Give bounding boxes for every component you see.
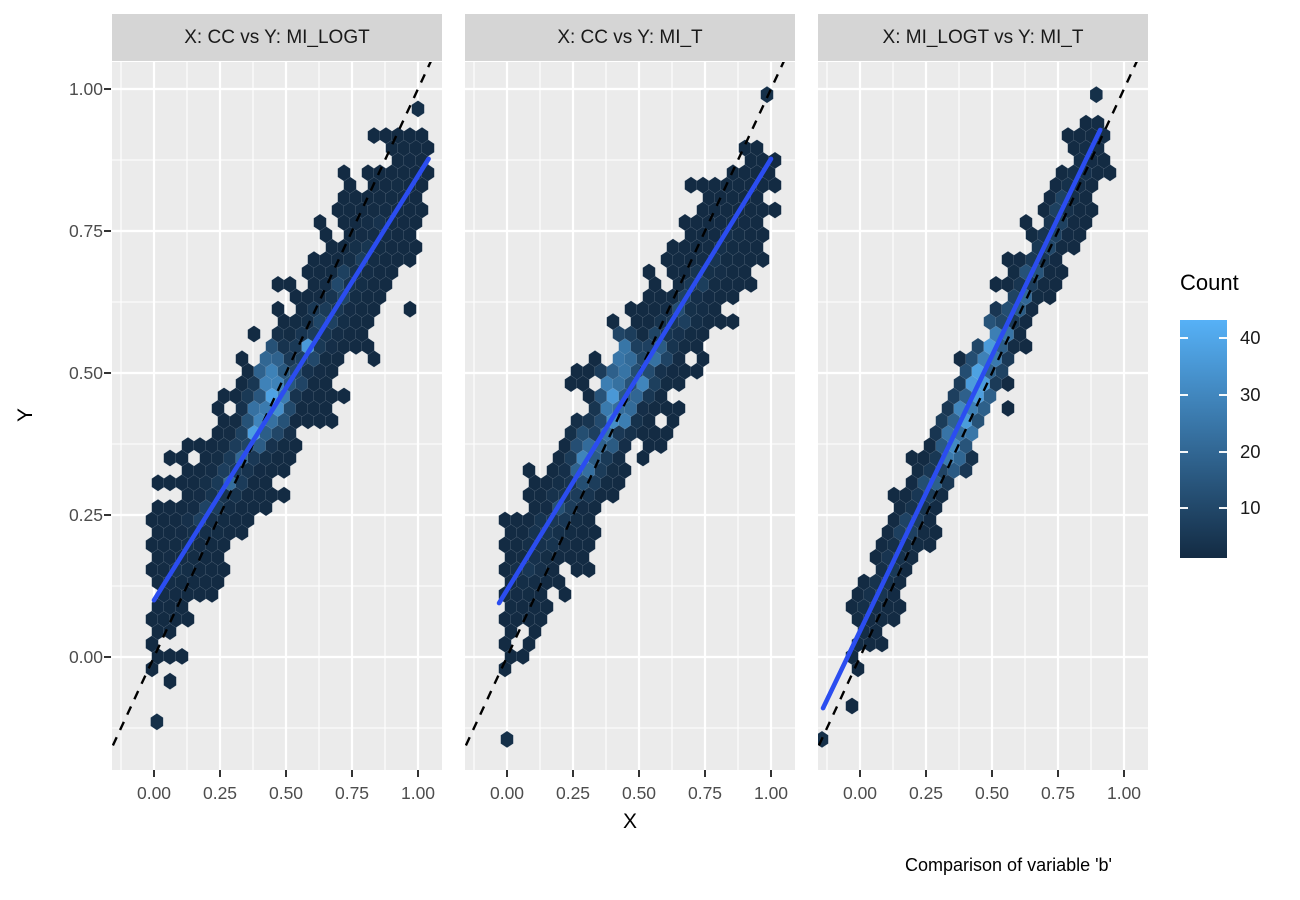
x-tick-label: 0.25: [908, 783, 944, 803]
x-tick-mark: [704, 770, 706, 777]
x-tick-mark: [991, 770, 993, 777]
legend-tick-label: 30: [1240, 383, 1261, 405]
x-tick-mark: [285, 770, 287, 777]
legend-title: Count: [1180, 270, 1239, 295]
hexbin-panel-2: [465, 62, 795, 770]
x-tick-label: 0.00: [136, 783, 172, 803]
x-tick-label: 0.25: [202, 783, 238, 803]
legend-tick-mark: [1180, 337, 1188, 339]
caption: Comparison of variable 'b': [905, 855, 1112, 875]
x-tick-mark: [859, 770, 861, 777]
x-tick-label: 0.50: [974, 783, 1010, 803]
legend-tick-mark: [1180, 507, 1188, 510]
x-tick-label: 0.00: [489, 783, 525, 803]
x-tick-label: 1.00: [753, 783, 789, 803]
x-tick-label: 0.75: [1040, 783, 1076, 803]
facet-strip-2: X: CC vs Y: MI_T: [465, 14, 795, 61]
x-tick-mark: [925, 770, 927, 777]
y-tick-label: 0.75: [68, 221, 103, 241]
x-tick-label: 0.50: [268, 783, 304, 803]
y-tick-mark: [104, 88, 111, 90]
legend-tick-mark: [1219, 450, 1227, 453]
legend-tick-mark: [1180, 450, 1188, 453]
y-tick-mark: [104, 372, 111, 374]
x-axis-title: X: [622, 810, 637, 833]
x-tick-mark: [1057, 770, 1059, 777]
legend-tick-label: 20: [1240, 440, 1261, 462]
y-tick-label: 0.00: [68, 647, 103, 667]
hexbin-panel-1: [112, 62, 442, 770]
x-tick-mark: [219, 770, 221, 777]
x-tick-label: 0.75: [687, 783, 723, 803]
facet-strip-3: X: MI_LOGT vs Y: MI_T: [818, 14, 1148, 61]
x-tick-label: 1.00: [400, 783, 436, 803]
x-tick-mark: [417, 770, 419, 777]
legend-tick-mark: [1219, 393, 1227, 396]
x-tick-mark: [638, 770, 640, 777]
legend-tick-mark: [1180, 393, 1188, 396]
legend-tick-mark: [1219, 337, 1227, 339]
x-tick-label: 0.25: [555, 783, 591, 803]
x-tick-mark: [572, 770, 574, 777]
y-tick-label: 0.50: [68, 363, 103, 383]
y-axis-title: Y: [14, 408, 37, 423]
x-tick-mark: [153, 770, 155, 777]
y-tick-mark: [104, 230, 111, 232]
y-tick-label: 1.00: [68, 79, 103, 99]
legend-colorbar: [1180, 320, 1227, 558]
x-tick-mark: [1123, 770, 1125, 777]
x-tick-label: 1.00: [1106, 783, 1142, 803]
x-tick-mark: [770, 770, 772, 777]
legend-tick-mark: [1219, 507, 1227, 510]
legend-tick-label: 40: [1240, 327, 1261, 348]
legend-tick-label: 10: [1240, 497, 1261, 519]
x-tick-mark: [351, 770, 353, 777]
x-tick-label: 0.50: [621, 783, 657, 803]
y-tick-label: 0.25: [68, 505, 103, 525]
x-tick-mark: [506, 770, 508, 777]
hexbin-panel-3: [818, 62, 1148, 770]
facet-strip-1: X: CC vs Y: MI_LOGT: [112, 14, 442, 61]
y-tick-mark: [104, 656, 111, 658]
y-tick-mark: [104, 514, 111, 516]
x-tick-label: 0.75: [334, 783, 370, 803]
x-tick-label: 0.00: [842, 783, 878, 803]
